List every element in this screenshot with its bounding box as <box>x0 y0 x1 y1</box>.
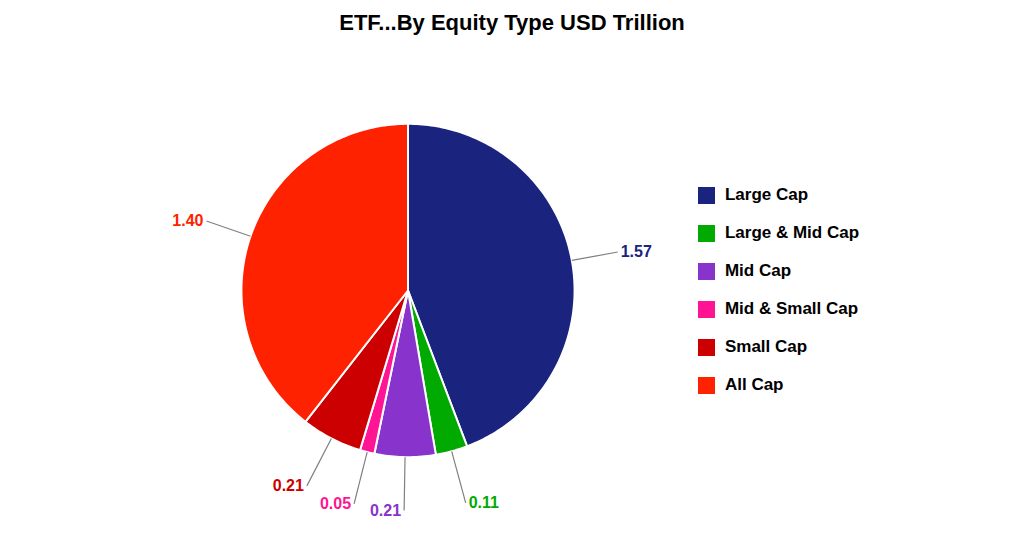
svg-text:1.40: 1.40 <box>172 212 203 229</box>
html-text:Large Cap: Large Cap <box>724 185 809 204</box>
html-text:Mid Cap: Mid Cap <box>724 261 791 280</box>
html-text:Mid & Small Cap: Mid & Small Cap <box>724 299 859 318</box>
svg-text:1.57: 1.57 <box>621 243 652 260</box>
html-text:ETF...By Equity Type USD Trill: ETF...By Equity Type USD Trillion <box>339 10 685 35</box>
html-text:Small Cap: Small Cap <box>724 337 808 356</box>
html-text:All Cap: All Cap <box>724 375 784 394</box>
svg-text:0.21: 0.21 <box>273 477 304 494</box>
svg-text:0.11: 0.11 <box>469 494 499 511</box>
svg-text:0.21: 0.21 <box>370 502 401 519</box>
html-text:Large & Mid Cap: Large & Mid Cap <box>724 223 860 242</box>
svg-text:0.05: 0.05 <box>320 495 351 512</box>
